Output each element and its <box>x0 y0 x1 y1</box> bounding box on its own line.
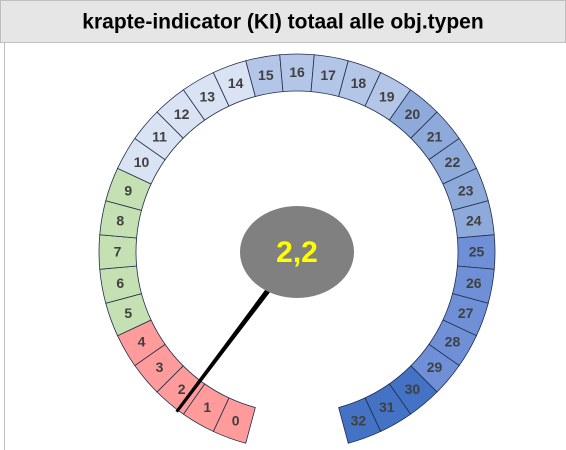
segment-label: 2 <box>178 381 186 397</box>
chart-title: krapte-indicator (KI) totaal alle obj.ty… <box>82 11 483 34</box>
segment-label: 28 <box>445 333 461 349</box>
segment-label: 32 <box>351 412 367 428</box>
segment-label: 27 <box>458 305 474 321</box>
segment-label: 18 <box>351 75 367 91</box>
segment-label: 3 <box>156 359 164 375</box>
segment-label: 9 <box>124 182 132 198</box>
segment-label: 23 <box>458 182 474 198</box>
title-bar <box>0 0 566 43</box>
center-disc <box>240 206 354 298</box>
segment-label: 4 <box>138 333 146 349</box>
segment-label: 26 <box>466 275 482 291</box>
segment-label: 0 <box>232 412 240 428</box>
segment-label: 16 <box>289 64 305 80</box>
segment-label: 1 <box>203 399 211 415</box>
segment-label: 11 <box>152 128 167 144</box>
segment-label: 12 <box>174 106 190 122</box>
segment-label: 14 <box>228 75 244 91</box>
segment-label: 25 <box>469 244 485 260</box>
segment-label: 6 <box>116 275 124 291</box>
segment-label: 7 <box>114 244 122 260</box>
segment-label: 5 <box>124 305 132 321</box>
segment-label: 24 <box>466 213 482 229</box>
segment-label: 21 <box>427 128 443 144</box>
segment-label: 20 <box>405 106 421 122</box>
segment-label: 8 <box>116 213 124 229</box>
segment-label: 31 <box>379 399 395 415</box>
segment-label: 29 <box>427 359 443 375</box>
segment-label: 17 <box>320 67 336 83</box>
segment-label: 13 <box>199 88 215 104</box>
segment-label: 15 <box>258 67 274 83</box>
segment-label: 30 <box>405 381 421 397</box>
value-label: 2,2 <box>276 236 318 269</box>
gauge-segment <box>338 397 382 444</box>
segment-label: 10 <box>134 154 150 170</box>
segment-label: 22 <box>445 154 461 170</box>
segment-label: 19 <box>379 88 395 104</box>
